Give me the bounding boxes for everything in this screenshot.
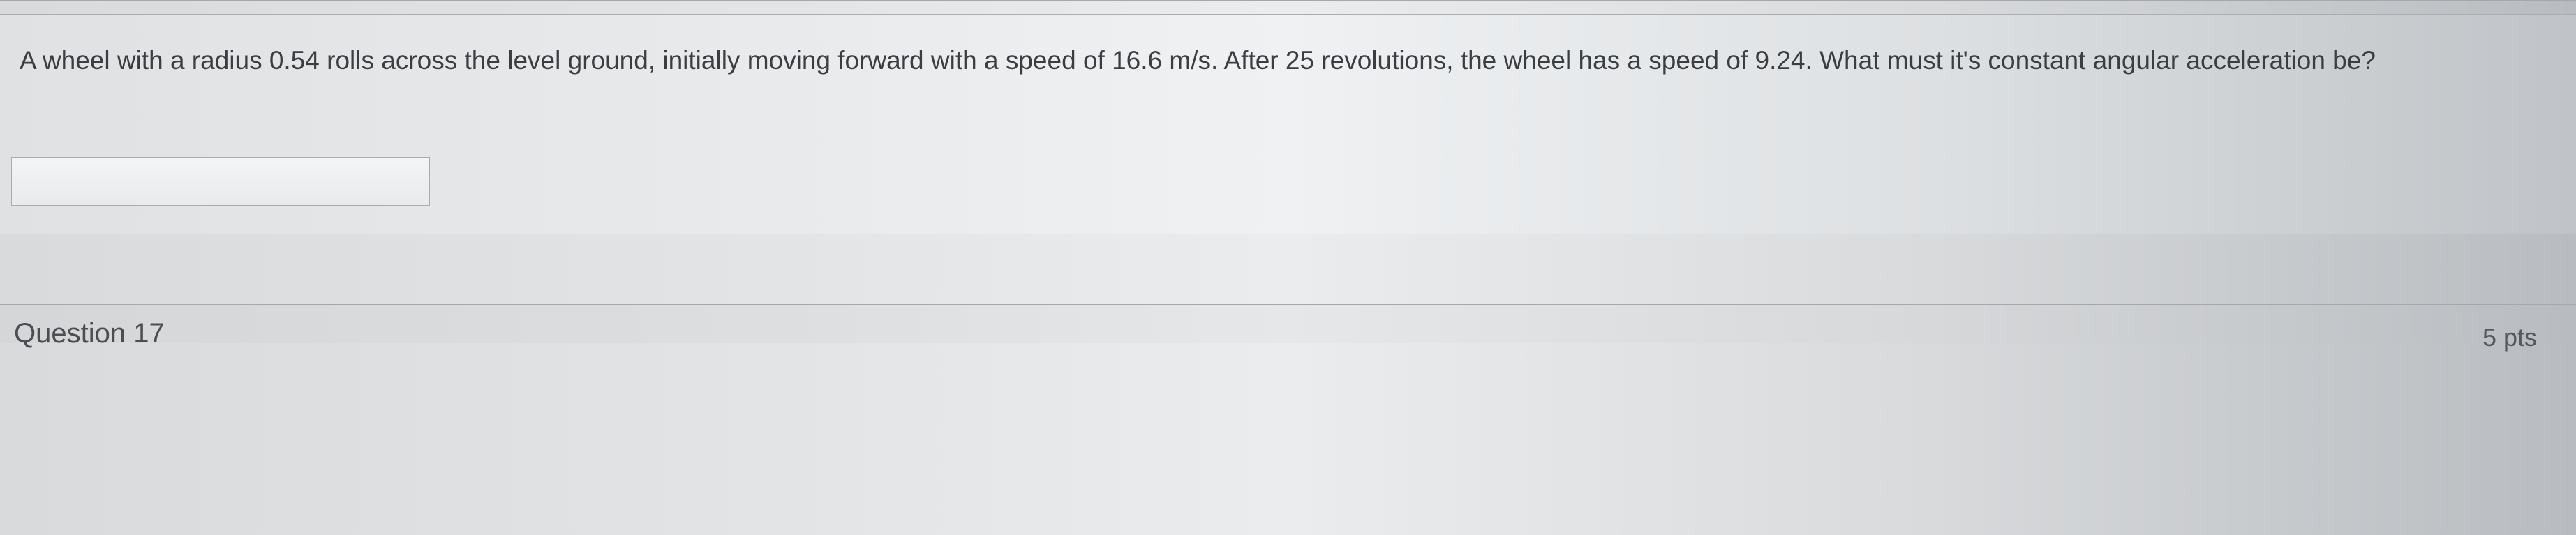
question-text: A wheel with a radius 0.54 rolls across …: [0, 15, 2568, 94]
spacer: [0, 234, 2576, 304]
next-question-header: Question 17 5 pts: [0, 304, 2576, 343]
answer-input[interactable]: [11, 157, 430, 206]
question-panel: A wheel with a radius 0.54 rolls across …: [0, 14, 2576, 234]
top-divider: [0, 0, 2576, 1]
next-question-points: 5 pts: [2482, 325, 2537, 350]
answer-input-wrapper: [0, 94, 2576, 234]
next-question-label: Question 17: [14, 319, 165, 347]
